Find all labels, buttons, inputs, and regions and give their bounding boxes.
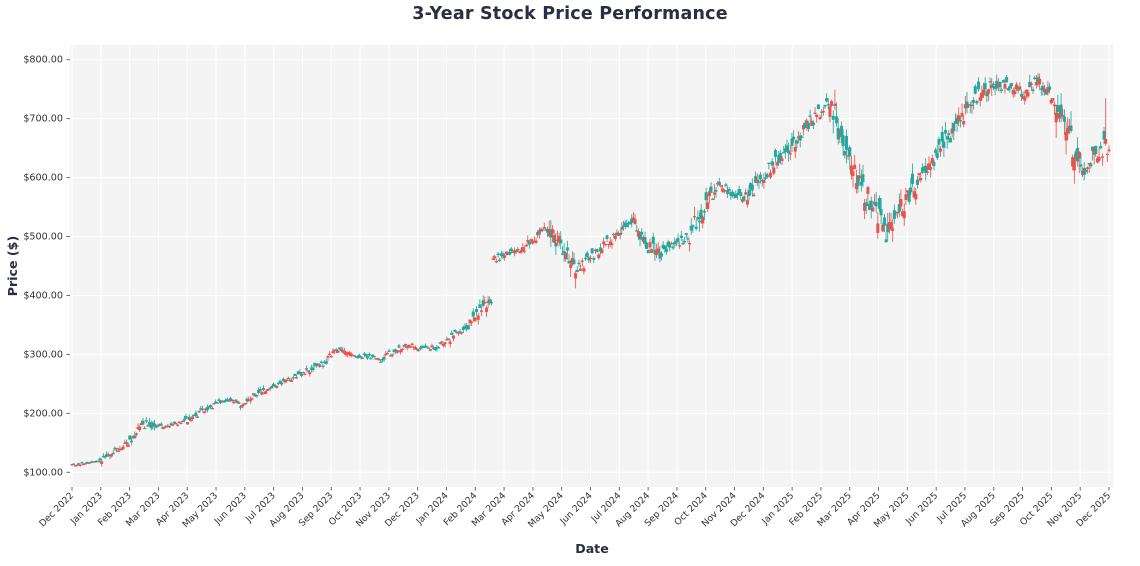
y-tick-label: $200.00	[23, 408, 63, 419]
gridlines	[70, 45, 1113, 487]
plot-area-background	[70, 45, 1113, 487]
candlestick-series	[70, 73, 1111, 467]
y-tick-label: $400.00	[23, 290, 63, 301]
y-tick-label: $100.00	[23, 467, 63, 478]
y-tick-label: $300.00	[23, 349, 63, 360]
y-tick-label: $800.00	[23, 55, 63, 66]
x-axis-title: Date	[575, 541, 609, 556]
chart-title: 3-Year Stock Price Performance	[412, 4, 728, 24]
y-tick-label: $700.00	[23, 114, 63, 125]
y-axis-title: Price ($)	[5, 236, 20, 296]
y-tick-label: $600.00	[23, 173, 63, 184]
y-tick-label: $500.00	[23, 232, 63, 243]
x-tick-label: Dec 2022	[37, 490, 76, 529]
y-axis-ticks: $100.00 $200.00 $300.00 $400.00 $500.00 $600.…	[23, 55, 70, 478]
